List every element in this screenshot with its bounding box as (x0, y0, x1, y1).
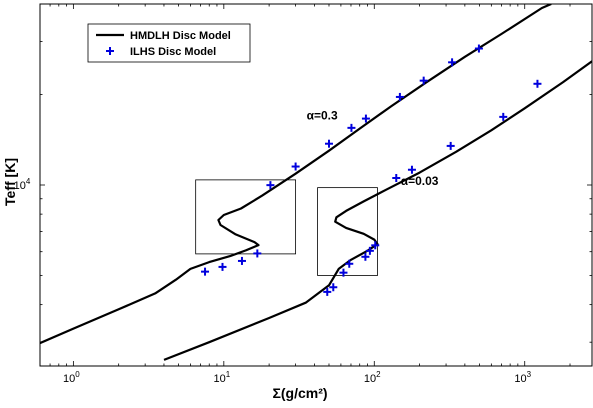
ticks-layer: 100 101 102 103 104 (14, 3, 592, 385)
data-point-s3-5 (365, 246, 374, 255)
data-point-s3-7 (392, 174, 401, 183)
x-axis-label: Σ(g/cm²) (272, 385, 327, 401)
annotation-alpha-1: α=0.03 (401, 174, 439, 188)
series-lines-layer (40, 4, 592, 361)
y-axis-label: Teff [K] (2, 158, 18, 206)
legend-box (87, 23, 251, 63)
data-point-s3-10 (499, 112, 508, 121)
data-point-s2-6 (324, 139, 333, 148)
data-point-s2-10 (419, 76, 428, 85)
data-point-s3-6 (371, 241, 380, 250)
data-point-s2-0 (201, 267, 210, 276)
x-tick-label-2: 102 (364, 370, 381, 385)
series-line-1 (163, 60, 592, 361)
x-tick-label-3: 103 (514, 370, 531, 385)
x-tick-label-0: 100 (63, 370, 80, 385)
data-point-s2-7 (347, 123, 356, 132)
data-point-s2-2 (237, 256, 246, 265)
data-point-s3-8 (407, 165, 416, 174)
data-point-s3-11 (533, 79, 542, 88)
legend-label-0: HMDLH Disc Model (130, 30, 231, 42)
highlight-box-1 (317, 187, 378, 276)
data-point-s3-4 (361, 252, 370, 261)
data-point-s3-0 (323, 287, 332, 296)
data-point-s3-9 (446, 141, 455, 150)
data-point-s3-1 (329, 283, 338, 292)
series-markers-layer (201, 44, 542, 296)
highlight-box-0 (195, 179, 297, 255)
legend-label-1: ILHS Disc Model (130, 46, 216, 58)
data-point-s2-11 (448, 58, 457, 67)
data-point-s2-4 (266, 181, 275, 190)
data-point-s3-3 (345, 259, 354, 268)
data-point-s2-1 (218, 262, 227, 271)
data-point-s3-2 (339, 268, 348, 277)
legend: HMDLH Disc Model ILHS Disc Model (87, 23, 251, 63)
data-point-s2-3 (253, 249, 262, 258)
data-point-s2-12 (474, 44, 483, 53)
series-line-0 (40, 4, 552, 345)
annotation-alpha-0: α=0.3 (307, 109, 338, 123)
y-tick-label-0: 104 (14, 177, 31, 192)
data-point-s2-5 (291, 162, 300, 171)
data-point-s2-8 (361, 114, 370, 123)
data-point-s2-9 (395, 92, 404, 101)
x-tick-label-1: 101 (213, 370, 230, 385)
highlight-boxes-layer (195, 179, 378, 276)
annotations-layer: α=0.3 α=0.03 (307, 109, 439, 188)
